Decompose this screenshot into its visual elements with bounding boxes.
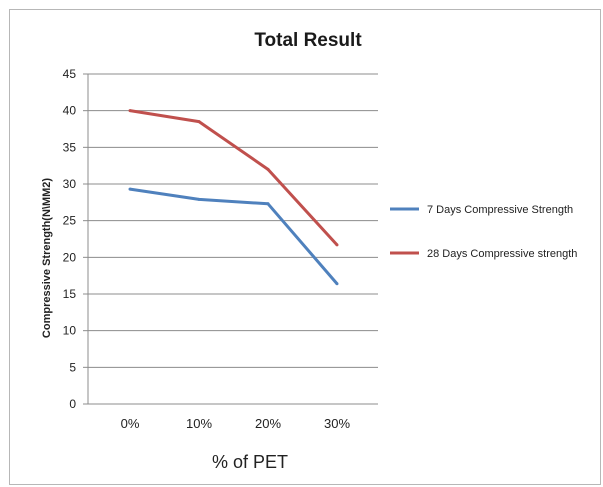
y-tick-label: 10 [63, 324, 77, 338]
y-tick-label: 5 [69, 360, 76, 374]
data-point [197, 197, 201, 201]
series-line-2 [129, 109, 339, 246]
y-tick-label: 25 [63, 214, 77, 228]
y-tick-label: 40 [63, 104, 77, 118]
data-point [197, 120, 201, 124]
x-tick-label: 10% [186, 416, 212, 431]
y-tick-label: 45 [63, 67, 77, 81]
y-tick-label: 20 [63, 250, 77, 264]
gridlines [88, 73, 378, 368]
x-tick-label: 20% [255, 416, 281, 431]
x-tick-labels: 0% 10% 20% 30% [121, 416, 351, 431]
axes [83, 73, 378, 405]
legend: 7 Days Compressive Strength 28 Days Compr… [390, 204, 577, 260]
chart-title: Total Result [254, 30, 362, 51]
data-point [128, 109, 132, 113]
x-tick-label: 30% [324, 416, 350, 431]
y-axis-label: Compressive Strength(N\MM2) [41, 178, 53, 338]
legend-label-2: 28 Days Compressive strength [427, 248, 577, 260]
y-tick-label: 15 [63, 287, 77, 301]
y-tick-label: 0 [69, 397, 76, 411]
data-point [266, 167, 270, 171]
y-tick-label: 30 [63, 177, 77, 191]
data-point [335, 282, 339, 286]
legend-label-1: 7 Days Compressive Strength [427, 204, 573, 216]
y-tick-labels: 0 5 10 15 20 25 30 35 40 45 [63, 67, 77, 411]
y-tick-label: 35 [63, 140, 77, 154]
x-axis-label: % of PET [212, 452, 288, 472]
series-line-1 [129, 187, 339, 285]
data-point [128, 187, 132, 191]
data-point [266, 202, 270, 206]
data-point [335, 243, 339, 247]
x-tick-label: 0% [121, 416, 140, 431]
series-lines [128, 109, 339, 286]
